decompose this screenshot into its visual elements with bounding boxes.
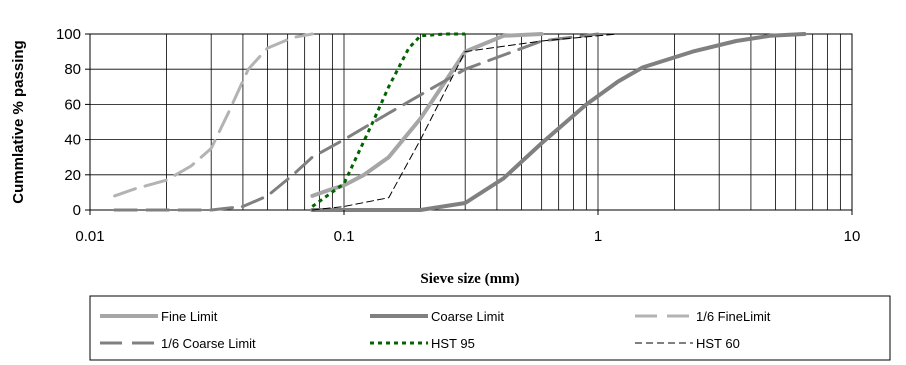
series-line-3: [113, 32, 314, 198]
series-line-4: [113, 32, 600, 212]
legend-label-3: 1/6 FineLimit: [696, 309, 771, 324]
x-axis-label: Sieve size (mm): [420, 271, 519, 287]
legend-box: [89, 295, 891, 361]
series-line-6: [311, 33, 619, 211]
series-line-5: [311, 32, 466, 208]
y-tick-label: 20: [64, 167, 81, 184]
y-axis-label: Cummlative % passing: [10, 40, 27, 203]
plot-area-border: [89, 33, 853, 211]
x-tick-label: 1: [594, 228, 602, 245]
y-axis-ticks: 0 20 40 60 80 100: [56, 26, 90, 219]
x-tick-label: 0.01: [75, 228, 104, 245]
y-tick-label: 80: [64, 61, 81, 78]
legend-label-1: Fine Limit: [161, 309, 218, 324]
x-tick-label: 10: [844, 228, 861, 245]
grid: [90, 33, 852, 210]
y-tick-label: 100: [56, 26, 81, 43]
y-tick-label: 60: [64, 96, 81, 113]
legend-label-5: HST 95: [431, 336, 475, 351]
y-tick-label: 0: [73, 202, 81, 219]
series-line-2: [310, 32, 807, 212]
legend-label-2: Coarse Limit: [431, 309, 504, 324]
series-line-1: [310, 32, 544, 198]
legend: Fine Limit Coarse Limit 1/6 FineLimit 1/6 C…: [100, 309, 771, 351]
x-tick-label: 0.1: [334, 228, 355, 245]
legend-label-6: HST 60: [696, 336, 740, 351]
legend-label-4: 1/6 Coarse Limit: [161, 336, 256, 351]
x-axis-ticks: 0.01 0.1 1 10: [75, 210, 860, 245]
y-tick-label: 40: [64, 132, 81, 149]
series-layer: [113, 32, 807, 212]
